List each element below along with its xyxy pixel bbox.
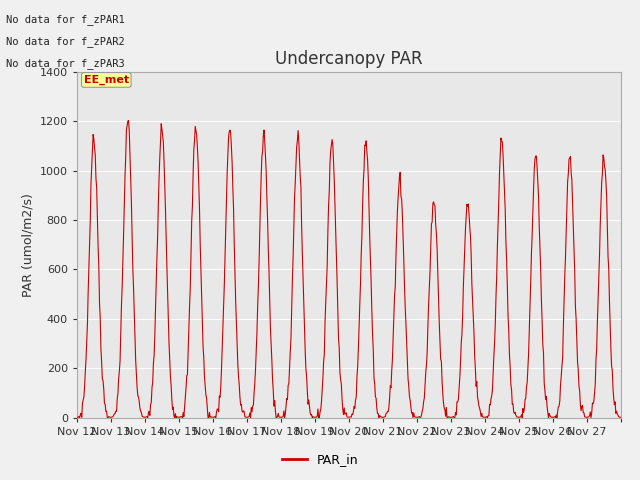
Title: Undercanopy PAR: Undercanopy PAR [275,49,422,68]
Text: No data for f_zPAR3: No data for f_zPAR3 [6,58,125,69]
Legend: PAR_in: PAR_in [276,448,364,471]
Text: No data for f_zPAR1: No data for f_zPAR1 [6,14,125,25]
Y-axis label: PAR (umol/m2/s): PAR (umol/m2/s) [21,193,34,297]
Text: EE_met: EE_met [84,75,129,85]
Text: No data for f_zPAR2: No data for f_zPAR2 [6,36,125,47]
